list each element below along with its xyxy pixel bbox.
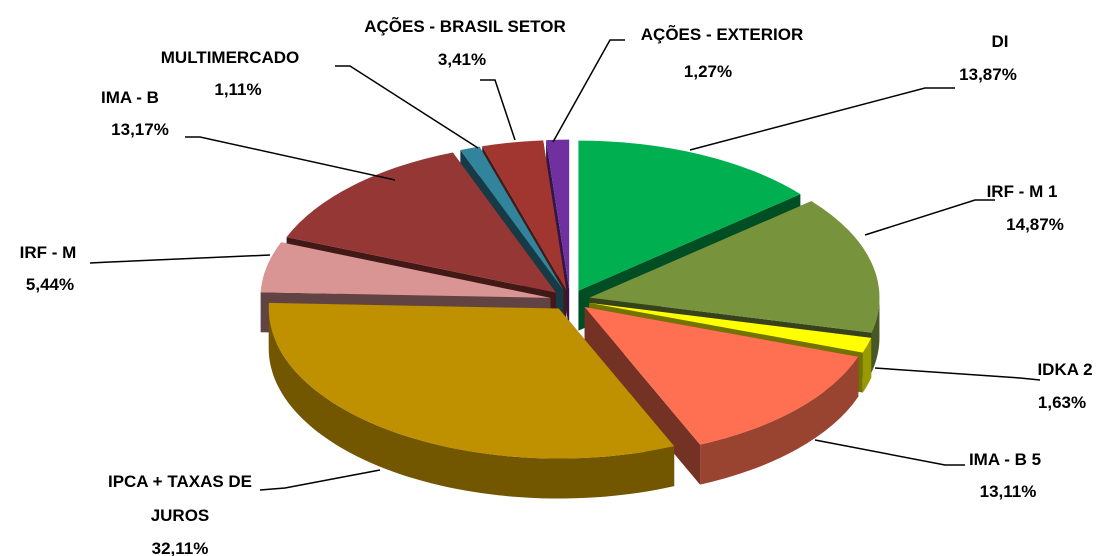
leader-line bbox=[552, 39, 625, 143]
slice-top bbox=[482, 140, 567, 290]
leader-line bbox=[874, 367, 1041, 381]
value-label: 1,11% bbox=[214, 80, 262, 99]
category-label: AÇÕES - BRASIL SETOR bbox=[364, 17, 566, 36]
value-label: 13,11% bbox=[979, 482, 1037, 501]
slice-side bbox=[268, 308, 675, 499]
leader-line bbox=[814, 439, 965, 466]
slice-top bbox=[546, 139, 570, 290]
leader-line bbox=[185, 136, 396, 181]
slice-side bbox=[862, 337, 872, 393]
value-label: 13,87% bbox=[959, 65, 1017, 84]
slice-top bbox=[286, 152, 556, 293]
slice-top bbox=[460, 146, 564, 291]
leader-line bbox=[864, 199, 995, 236]
slice-top bbox=[260, 242, 551, 298]
category-label: IRF - M 1 bbox=[986, 182, 1058, 201]
category-label: IPCA + TAXAS DE JUROS bbox=[107, 472, 253, 525]
value-label: 13,17% bbox=[111, 120, 169, 139]
category-label: IMA - B bbox=[101, 88, 159, 107]
leader-line bbox=[480, 79, 516, 141]
slice-top bbox=[268, 302, 675, 459]
value-label: 1,63% bbox=[1037, 393, 1087, 412]
leader-line bbox=[259, 469, 381, 491]
slice-top bbox=[578, 140, 801, 291]
slice-side bbox=[700, 356, 859, 485]
value-label: 14,87% bbox=[1006, 215, 1064, 234]
category-label: IRF - M bbox=[19, 243, 77, 262]
slice bbox=[268, 302, 675, 499]
slices bbox=[260, 139, 880, 499]
leader-line bbox=[89, 254, 271, 264]
leader-line bbox=[689, 87, 955, 151]
category-label: IDKA 2 bbox=[1037, 360, 1093, 379]
value-label: 5,44% bbox=[25, 275, 75, 294]
category-label: AÇÕES - EXTERIOR bbox=[640, 25, 804, 44]
category-label: IMA - B 5 bbox=[968, 450, 1042, 469]
slice bbox=[584, 307, 859, 485]
slice-wall bbox=[584, 307, 701, 485]
value-label: 32,11% bbox=[151, 539, 209, 556]
category-label: DI bbox=[991, 32, 1009, 51]
slice-top bbox=[589, 302, 872, 353]
slice-top bbox=[589, 201, 880, 333]
slice-top bbox=[584, 307, 859, 445]
category-label: MULTIMERCADO bbox=[160, 48, 300, 67]
value-label: 1,27% bbox=[683, 62, 733, 81]
slice-side bbox=[871, 297, 880, 373]
leader-line bbox=[335, 65, 479, 149]
leader-lines bbox=[89, 39, 1041, 491]
value-label: 3,41% bbox=[437, 50, 487, 69]
